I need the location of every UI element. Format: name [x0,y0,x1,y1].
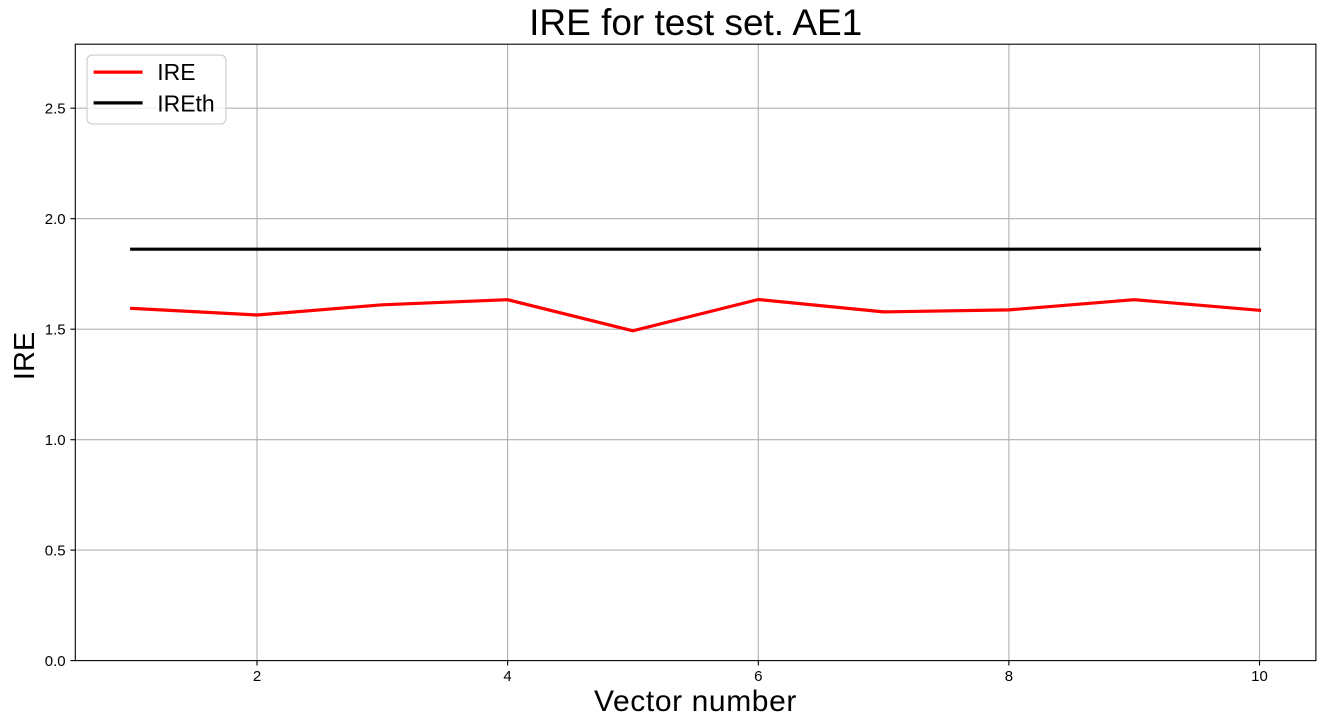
svg-text:IRE: IRE [9,332,41,380]
svg-text:2: 2 [253,668,261,685]
svg-text:1.0: 1.0 [45,432,66,449]
svg-text:10: 10 [1251,668,1268,685]
svg-text:2.0: 2.0 [45,211,66,228]
svg-text:Vector number: Vector number [594,685,797,718]
svg-text:1.5: 1.5 [45,321,66,338]
svg-text:6: 6 [754,668,762,685]
svg-text:IRE for test set. AE1: IRE for test set. AE1 [529,2,862,43]
svg-text:IRE: IRE [157,59,195,85]
svg-text:2.5: 2.5 [45,100,66,117]
svg-text:IREth: IREth [157,91,215,117]
svg-text:0.5: 0.5 [45,542,66,559]
svg-text:4: 4 [503,668,511,685]
svg-text:0.0: 0.0 [45,653,66,670]
svg-text:8: 8 [1005,668,1013,685]
